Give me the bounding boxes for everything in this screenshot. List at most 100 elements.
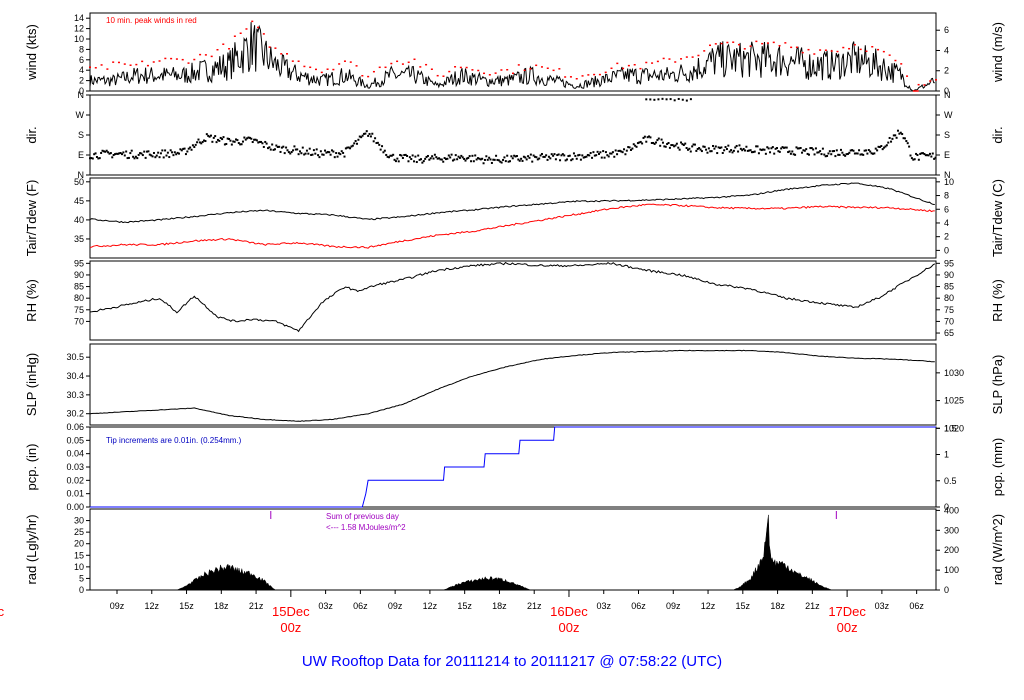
dir-point (848, 151, 851, 154)
dir-point (111, 156, 114, 159)
dir-point (403, 154, 406, 157)
dir-point (755, 145, 758, 148)
dir-point (596, 150, 599, 153)
peak-wind-mark (193, 58, 196, 61)
slp-left-tick-label: 30.4 (66, 371, 84, 381)
wind-left-tick-label: 12 (74, 24, 84, 34)
dir-point (118, 152, 121, 155)
dir-point (322, 153, 325, 156)
peak-wind-mark (280, 53, 283, 55)
slp-left-tick-label: 30.3 (66, 390, 84, 400)
peak-wind-mark (355, 65, 358, 67)
marks-layer (89, 20, 937, 591)
peak-wind-mark (807, 48, 810, 51)
dir-point (255, 139, 258, 142)
peak-wind-mark (181, 58, 184, 61)
dir-point (849, 149, 852, 152)
dir-point (685, 147, 688, 150)
dir-point (745, 145, 748, 148)
dir-point (383, 149, 386, 152)
dir-point (372, 140, 375, 143)
pcp-right-axis-label: pcp. (mm) (990, 438, 1005, 497)
dir-point (782, 146, 785, 149)
peak-wind-mark (743, 48, 746, 50)
peak-wind-mark (320, 71, 323, 74)
peak-wind-mark (761, 42, 764, 45)
dir-point (571, 158, 574, 161)
dir-point (203, 139, 206, 142)
dir-point (677, 146, 680, 149)
dir-point (463, 157, 466, 160)
dir-point (684, 142, 687, 145)
dir-point (497, 159, 500, 162)
slp-right-tick-label: 1025 (944, 396, 964, 406)
dir-point (812, 148, 815, 151)
dir-point (746, 149, 749, 152)
wind-annotation: 10 min. peak winds in red (106, 16, 197, 25)
dir-point (873, 152, 876, 155)
dir-point (397, 160, 400, 163)
pcp-left-axis-label: pcp. (in) (24, 444, 39, 491)
dir-point (880, 145, 883, 148)
dir-point (617, 149, 620, 152)
dir-point (211, 140, 214, 143)
peak-wind-mark (795, 46, 798, 49)
dir-point (629, 148, 632, 151)
dir-point (670, 144, 673, 147)
dir-point (657, 137, 660, 140)
dir-point (208, 135, 211, 138)
peak-wind-mark (906, 75, 909, 77)
peak-wind-mark (720, 42, 723, 45)
dir-point (460, 154, 463, 157)
dir-point (209, 134, 212, 137)
dir-point (753, 150, 756, 153)
dir-point (300, 152, 303, 155)
peak-wind-mark (210, 55, 213, 58)
dir-point (557, 153, 560, 156)
temp-left-tick-label: 40 (74, 215, 84, 225)
peak-wind-mark (117, 61, 120, 64)
dir-point (254, 138, 257, 141)
dir-point (517, 158, 520, 161)
dir-point (717, 146, 720, 149)
dir-point (474, 154, 477, 157)
peak-wind-mark (529, 68, 532, 70)
x-hour-label: 18z (214, 601, 229, 611)
dir-point (671, 144, 674, 147)
peak-wind-mark (697, 54, 700, 57)
dir-point (689, 98, 692, 101)
dir-point (550, 153, 553, 156)
dir-point (693, 143, 696, 146)
dir-point (305, 149, 308, 152)
dir-point (508, 160, 511, 163)
peak-wind-mark (100, 64, 103, 66)
dir-point (737, 150, 740, 153)
dir-point (902, 137, 905, 140)
peak-wind-mark (187, 62, 190, 64)
dir-point (425, 155, 428, 158)
peak-wind-mark (442, 75, 445, 77)
dir-point (794, 153, 797, 156)
peak-wind-mark (170, 57, 173, 60)
peak-wind-mark (732, 41, 735, 43)
wind-left-tick-label: 6 (79, 55, 84, 65)
dir-point (421, 161, 424, 164)
dir-point (406, 154, 409, 157)
dir-point (824, 155, 827, 158)
dir-point (884, 145, 887, 148)
rh-line (89, 261, 936, 333)
dir-point (852, 149, 855, 152)
x-hour-label: 12z (145, 601, 160, 611)
dir-point (780, 147, 783, 150)
dir-right-axis-label: dir. (990, 126, 1005, 143)
temp-right-tick-label: 8 (944, 191, 949, 201)
dir-point (240, 143, 243, 146)
peak-wind-mark (819, 49, 822, 51)
peak-wind-mark (564, 76, 567, 78)
dir-point (652, 141, 655, 144)
dir-point (90, 157, 93, 160)
dir-point (901, 133, 904, 136)
dir-point (314, 152, 317, 155)
dir-point (620, 150, 623, 153)
dir-point (878, 146, 881, 149)
